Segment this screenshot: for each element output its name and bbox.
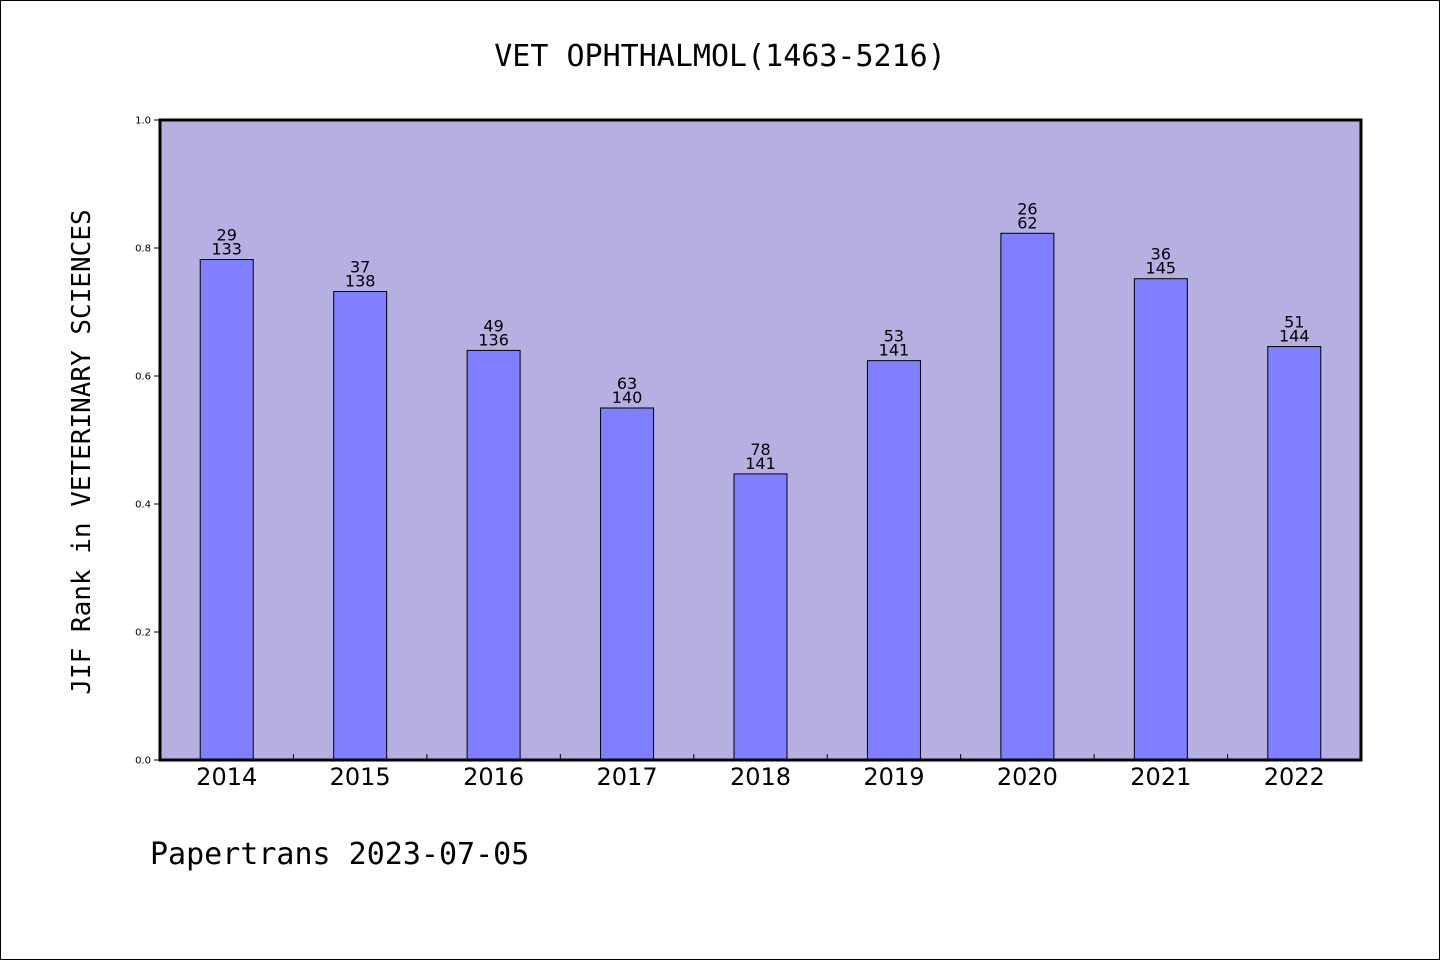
x-tick-label: 2017 [597,763,658,791]
x-tick-label: 2022 [1264,763,1325,791]
bar-rank-label: 29 [217,226,237,245]
bar-rank-label: 63 [617,374,637,393]
bar [1000,232,1055,761]
bar-rank-label: 49 [483,316,503,335]
bar [333,291,388,761]
bar [199,259,254,761]
chart-title: VET OPHTHALMOL(1463-5216) [494,39,946,74]
x-tick-label: 2019 [863,763,924,791]
bar-total-label: 141 [879,341,910,360]
bar-total-label: 141 [745,454,776,473]
x-tick-label: 2016 [463,763,524,791]
y-axis: 0.0 0.2 0.4 0.6 0.8 1.0 [135,116,160,767]
x-tick-label: 2020 [997,763,1058,791]
bar-rank-label: 26 [1017,199,1037,218]
bar-total-label: 138 [345,272,376,291]
x-tick-label: 2015 [330,763,391,791]
bar [466,349,521,761]
bar [600,407,655,761]
bar [733,473,788,761]
bar-rank-label: 53 [884,327,904,346]
y-tick-label: 1.0 [135,116,151,127]
bar-group [199,232,1322,761]
x-tick-label: 2021 [1130,763,1191,791]
bar [866,360,921,761]
bar [1267,346,1322,761]
bar-total-label: 145 [1146,259,1177,278]
y-tick-label: 0.0 [135,756,151,767]
bar-rank-label: 51 [1284,313,1304,332]
bar-total-label: 144 [1279,327,1310,346]
bar-total-label: 133 [211,240,242,259]
y-tick-label: 0.2 [135,628,151,639]
bar-label-group: 2913337138491366314078141531412662361455… [211,199,1309,473]
footer-credit: Papertrans 2023-07-05 [150,837,529,872]
x-tick-label: 2018 [730,763,791,791]
y-tick-label: 0.8 [135,244,151,255]
bar [1133,278,1188,761]
bar-total-label: 140 [612,388,643,407]
x-tick-label: 2014 [196,763,257,791]
bar-total-label: 62 [1017,213,1037,232]
plot-border [158,118,1363,762]
bar-rank-label: 78 [750,440,770,459]
y-tick-label: 0.4 [135,500,151,511]
bar-rank-label: 37 [350,258,370,277]
y-tick-label: 0.6 [135,372,151,383]
x-axis: 2014 2015 2016 2017 2018 2019 2020 2021 2022 [196,754,1325,791]
y-axis-label: JIF Rank in VETERINARY SCIENCES [67,209,97,694]
bar-rank-label: 36 [1151,245,1171,264]
bar-total-label: 136 [478,330,509,349]
